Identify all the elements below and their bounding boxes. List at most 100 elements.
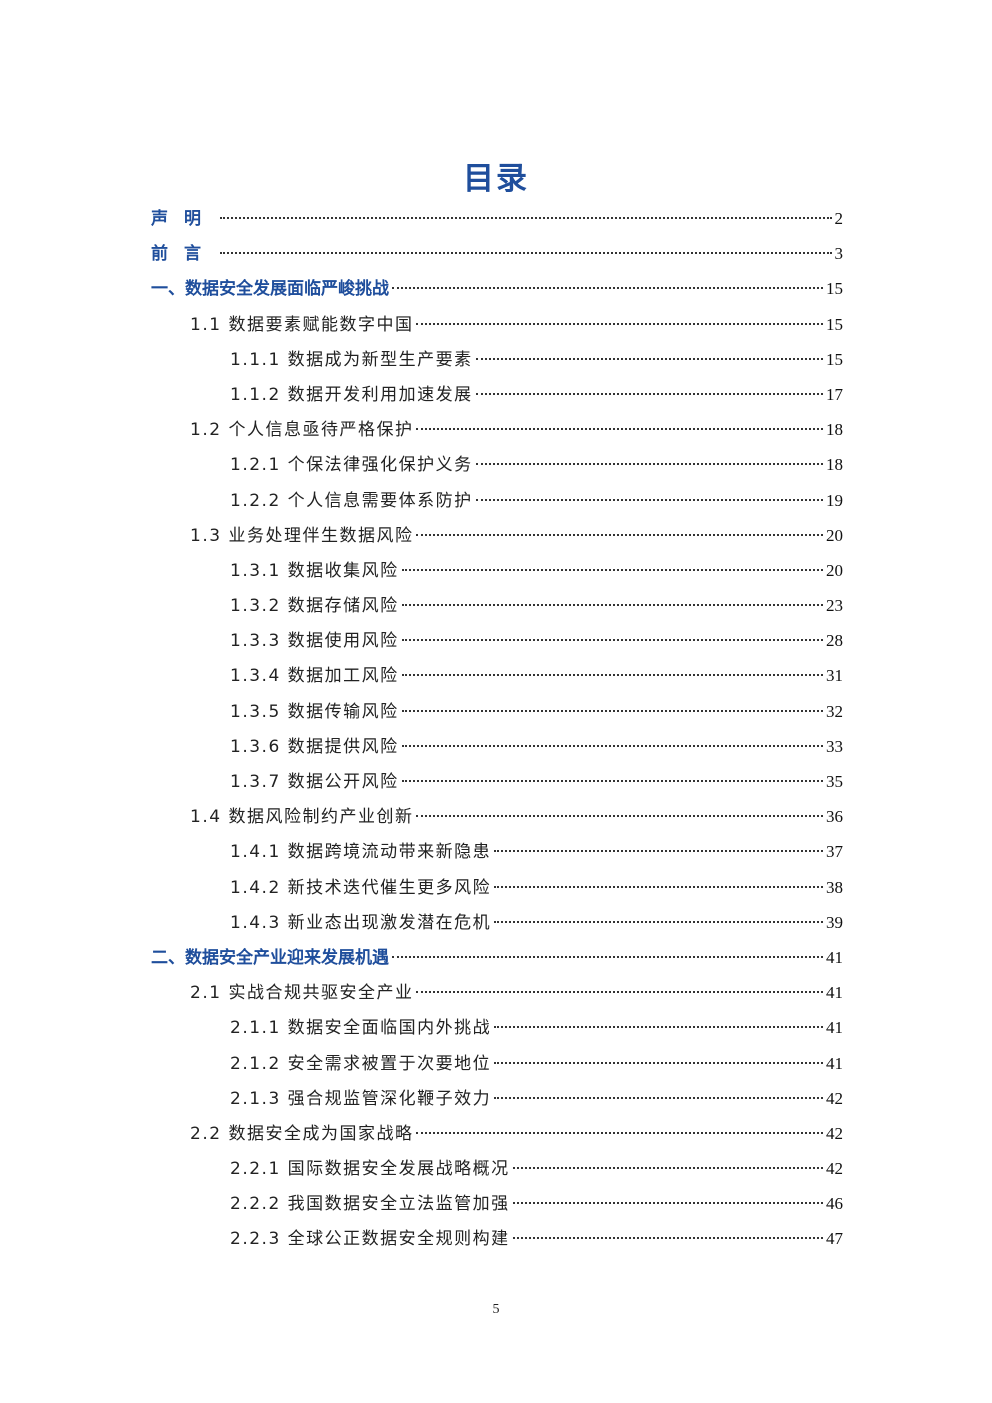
toc-entry-page: 35 (826, 772, 843, 791)
toc-entry-label: 1.4.1 数据跨境流动带来新隐患 (230, 842, 492, 863)
toc-entry[interactable]: 1.4 数据风险制约产业创新 36 (151, 799, 843, 834)
toc-entry[interactable]: 1.4.3 新业态出现激发潜在危机 39 (151, 905, 843, 940)
toc-entry[interactable]: 2.1.3 强合规监管深化鞭子效力 42 (151, 1081, 843, 1116)
toc-entry[interactable]: 1.3.2 数据存储风险 23 (151, 588, 843, 623)
toc-entry[interactable]: 一、数据安全发展面临严峻挑战 15 (151, 271, 843, 306)
toc-entry-label: 1.3 业务处理伴生数据风险 (190, 525, 414, 546)
toc-entry-label: 1.1.1 数据成为新型生产要素 (230, 349, 473, 370)
toc-entry-label: 1.2.1 个保法律强化保护义务 (230, 455, 473, 476)
toc-entry-page: 38 (826, 877, 843, 897)
toc-dot-leader (401, 744, 823, 747)
toc-entry[interactable]: 1.3.6 数据提供风险 33 (151, 729, 843, 764)
toc-entry-label: 1.4.3 新业态出现激发潜在危机 (230, 912, 492, 933)
toc-entry[interactable]: 1.3 业务处理伴生数据风险 20 (151, 518, 843, 553)
toc-entry-label: 1.3.3 数据使用风险 (230, 631, 399, 652)
toc-entry[interactable]: 1.3.5 数据传输风险 32 (151, 694, 843, 729)
toc-entry-label: 1.3.5 数据传输风险 (230, 701, 399, 722)
toc-entry-label: 1.4 数据风险制约产业创新 (190, 807, 414, 828)
toc-entry[interactable]: 2.1.1 数据安全面临国内外挑战 41 (151, 1010, 843, 1045)
toc-entry[interactable]: 1.1.2 数据开发利用加速发展 17 (151, 377, 843, 412)
toc-entry-label: 1.3.1 数据收集风险 (230, 560, 399, 581)
table-of-contents: 声明 2 前言 3 一、数据安全发展面临严峻挑战 15 1.1 数据要素赋能数字中国 15 1.… (151, 201, 843, 1257)
toc-entry[interactable]: 声明 2 (151, 201, 843, 236)
toc-entry[interactable]: 1.2.1 个保法律强化保护义务 18 (151, 447, 843, 482)
toc-entry-page: 17 (826, 384, 843, 404)
toc-entry[interactable]: 前言 3 (151, 236, 843, 271)
toc-entry-page: 41 (826, 947, 843, 967)
toc-entry[interactable]: 1.4.1 数据跨境流动带来新隐患 37 (151, 834, 843, 869)
toc-entry-label: 2.2.3 全球公正数据安全规则构建 (230, 1229, 510, 1250)
toc-entry[interactable]: 1.3.1 数据收集风险 20 (151, 553, 843, 588)
toc-entry-page: 41 (826, 983, 843, 1003)
toc-entry-label: 1.2 个人信息亟待严格保护 (190, 420, 414, 441)
toc-entry-page: 46 (826, 1194, 843, 1214)
toc-dot-leader (512, 1202, 823, 1205)
toc-dot-leader (401, 639, 823, 642)
toc-entry[interactable]: 1.4.2 新技术迭代催生更多风险 38 (151, 870, 843, 905)
toc-entry-label: 1.1 数据要素赋能数字中国 (190, 314, 414, 335)
toc-dot-leader (475, 463, 823, 466)
toc-entry-label: 声明 (151, 209, 217, 229)
toc-entry-label: 2.2.1 国际数据安全发展战略概况 (230, 1159, 510, 1180)
toc-entry[interactable]: 1.2.2 个人信息需要体系防护 19 (151, 483, 843, 518)
page-number: 5 (492, 1302, 500, 1317)
toc-entry-label: 2.1.1 数据安全面临国内外挑战 (230, 1018, 492, 1039)
toc-entry[interactable]: 二、数据安全产业迎来发展机遇 41 (151, 940, 843, 975)
toc-entry-page: 33 (826, 736, 843, 756)
toc-entry-page: 15 (826, 314, 843, 334)
toc-entry-label: 1.1.2 数据开发利用加速发展 (230, 384, 473, 405)
toc-dot-leader (494, 1096, 823, 1099)
toc-entry-page: 3 (834, 244, 844, 264)
toc-entry[interactable]: 2.2.1 国际数据安全发展战略概况 42 (151, 1151, 843, 1186)
toc-entry[interactable]: 1.3.3 数据使用风险 28 (151, 623, 843, 658)
toc-entry-page: 20 (826, 560, 843, 580)
toc-entry-page: 41 (826, 1053, 843, 1073)
toc-dot-leader (416, 428, 823, 431)
toc-entry-label: 1.2.2 个人信息需要体系防护 (230, 490, 473, 511)
toc-entry[interactable]: 2.2.3 全球公正数据安全规则构建 47 (151, 1221, 843, 1256)
toc-entry[interactable]: 2.1.2 安全需求被置于次要地位 41 (151, 1046, 843, 1081)
toc-entry-label: 1.4.2 新技术迭代催生更多风险 (230, 877, 492, 898)
toc-dot-leader (475, 357, 823, 360)
toc-entry-page: 19 (826, 490, 843, 510)
toc-entry-label: 一、数据安全发展面临严峻挑战 (151, 279, 389, 300)
toc-dot-leader (494, 850, 823, 853)
toc-entry-page: 37 (826, 842, 843, 862)
toc-entry-label: 2.2.2 我国数据安全立法监管加强 (230, 1194, 510, 1215)
toc-dot-leader (416, 322, 823, 325)
toc-dot-leader (416, 815, 823, 818)
toc-dot-leader (494, 885, 823, 888)
toc-entry-label: 2.1.2 安全需求被置于次要地位 (230, 1053, 492, 1074)
toc-entry[interactable]: 2.1 实战合规共驱安全产业 41 (151, 975, 843, 1010)
toc-entry[interactable]: 1.3.7 数据公开风险 35 (151, 764, 843, 799)
toc-entry[interactable]: 1.2 个人信息亟待严格保护 18 (151, 412, 843, 447)
toc-entry[interactable]: 1.1 数据要素赋能数字中国 15 (151, 307, 843, 342)
toc-dot-leader (494, 1026, 823, 1029)
toc-entry-page: 47 (826, 1229, 843, 1249)
toc-entry[interactable]: 2.2.2 我国数据安全立法监管加强 46 (151, 1186, 843, 1221)
toc-entry-page: 42 (826, 1088, 843, 1108)
toc-dot-leader (416, 533, 823, 536)
toc-entry[interactable]: 2.2 数据安全成为国家战略 42 (151, 1116, 843, 1151)
toc-dot-leader (401, 568, 823, 571)
toc-entry-label: 2.1.3 强合规监管深化鞭子效力 (230, 1088, 492, 1109)
toc-entry-label: 1.3.7 数据公开风险 (230, 772, 399, 792)
toc-entry-page: 18 (826, 420, 843, 440)
toc-entry-label: 前言 (151, 244, 217, 265)
toc-dot-leader (416, 991, 823, 994)
toc-entry[interactable]: 1.3.4 数据加工风险 31 (151, 658, 843, 693)
toc-dot-leader (475, 392, 823, 395)
toc-dot-leader (416, 1131, 823, 1134)
toc-entry-page: 42 (826, 1123, 843, 1143)
toc-dot-leader (401, 709, 823, 712)
toc-dot-leader (401, 604, 823, 607)
toc-entry-page: 41 (826, 1018, 843, 1038)
toc-entry[interactable]: 1.1.1 数据成为新型生产要素 15 (151, 342, 843, 377)
toc-dot-leader (494, 920, 823, 923)
toc-entry-page: 2 (834, 209, 844, 228)
toc-entry-page: 18 (826, 455, 843, 475)
toc-entry-label: 1.3.2 数据存储风险 (230, 596, 399, 617)
toc-dot-leader (392, 287, 823, 290)
toc-entry-page: 15 (826, 349, 843, 369)
toc-dot-leader (401, 674, 823, 677)
